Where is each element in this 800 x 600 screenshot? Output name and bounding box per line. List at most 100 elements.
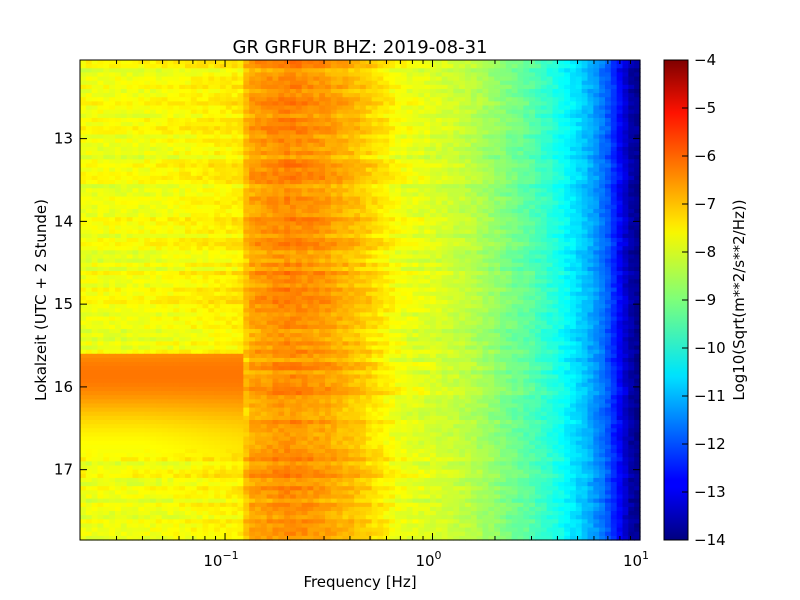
heatmap-cell [214, 266, 221, 272]
heatmap-cell [634, 134, 641, 140]
heatmap-cell [179, 188, 186, 194]
heatmap-cell [634, 88, 641, 94]
heatmap-cell [214, 246, 221, 251]
heatmap-cell [406, 60, 414, 65]
heatmap-cell [371, 113, 379, 119]
heatmap-cell [395, 80, 402, 86]
heatmap-cell [459, 233, 466, 239]
heatmap-cell [511, 254, 519, 260]
heatmap-cell [208, 155, 215, 160]
heatmap-cell [295, 221, 303, 227]
heatmap-cell [575, 151, 583, 156]
heatmap-cell [599, 175, 606, 181]
heatmap-cell [406, 163, 414, 169]
heatmap-cell [610, 151, 618, 156]
heatmap-cell [249, 200, 256, 206]
heatmap-cell [167, 237, 174, 243]
heatmap-cell [400, 250, 408, 256]
heatmap-cell [523, 72, 530, 78]
heatmap-cell [593, 233, 600, 239]
heatmap-cell [371, 237, 379, 243]
heatmap-cell [249, 101, 256, 107]
heatmap-cell [348, 175, 355, 181]
heatmap-cell [150, 60, 157, 65]
heatmap-cell [610, 126, 618, 131]
heatmap-cell [301, 171, 309, 177]
heatmap-cell [220, 246, 227, 251]
heatmap-cell [488, 175, 495, 181]
heatmap-cell [214, 254, 221, 260]
heatmap-cell [453, 117, 460, 123]
heatmap-cell [225, 229, 233, 235]
heatmap-cell [383, 213, 390, 218]
heatmap-cell [237, 246, 244, 251]
heatmap-cell [529, 208, 536, 214]
heatmap-cell [605, 213, 612, 218]
heatmap-cell [278, 233, 285, 239]
heatmap-cell [295, 192, 303, 198]
heatmap-cell [441, 175, 449, 181]
heatmap-cell [511, 130, 519, 136]
heatmap-cell [144, 126, 151, 131]
heatmap-cell [395, 217, 402, 222]
heatmap-cell [570, 192, 577, 198]
heatmap-cell [552, 159, 559, 165]
heatmap-cell [570, 175, 577, 181]
heatmap-cell [354, 117, 361, 123]
heatmap-cell [505, 64, 513, 69]
heatmap-cell [342, 271, 349, 276]
heatmap-cell [616, 167, 624, 173]
heatmap-cell [243, 159, 250, 165]
heatmap-cell [505, 72, 513, 78]
heatmap-cell [115, 254, 122, 260]
heatmap-cell [313, 213, 320, 218]
heatmap-cell [138, 229, 145, 235]
heatmap-cell [295, 117, 303, 123]
heatmap-cell [325, 192, 332, 198]
heatmap-cell [115, 229, 122, 235]
heatmap-cell [336, 208, 344, 214]
heatmap-cell [330, 60, 338, 65]
heatmap-cell [564, 151, 571, 156]
heatmap-cell [418, 237, 425, 243]
heatmap-cell [155, 117, 163, 123]
heatmap-cell [459, 180, 466, 185]
heatmap-cell [196, 175, 204, 181]
heatmap-cell [587, 254, 594, 260]
heatmap-cell [301, 246, 309, 251]
heatmap-cell [500, 64, 507, 69]
heatmap-cell [500, 72, 507, 78]
heatmap-cell [587, 171, 594, 177]
heatmap-cell [243, 134, 250, 140]
heatmap-cell [225, 130, 233, 136]
heatmap-cell [284, 68, 291, 74]
heatmap-cell [155, 64, 163, 69]
heatmap-cell [575, 242, 583, 247]
heatmap-cell [132, 126, 139, 131]
heatmap-cell [185, 200, 192, 206]
heatmap-cell [634, 142, 641, 148]
heatmap-cell [430, 184, 437, 189]
heatmap-cell [103, 126, 110, 131]
heatmap-cell [488, 101, 495, 107]
heatmap-cell [144, 130, 151, 136]
heatmap-cell [470, 64, 478, 69]
heatmap-cell [231, 142, 239, 148]
heatmap-cell [190, 142, 198, 148]
heatmap-cell [546, 163, 554, 169]
heatmap-cell [167, 101, 174, 107]
heatmap-cell [155, 126, 163, 131]
heatmap-cell [225, 72, 233, 78]
heatmap-cell [225, 151, 233, 156]
heatmap-cell [634, 200, 641, 206]
heatmap-cell [231, 208, 239, 214]
heatmap-cell [225, 184, 233, 189]
heatmap-cell [552, 217, 559, 222]
heatmap-cell [342, 76, 349, 82]
heatmap-cell [336, 229, 344, 235]
heatmap-cell [482, 213, 489, 218]
heatmap-cell [167, 60, 174, 65]
heatmap-cell [202, 64, 209, 69]
heatmap-cell [91, 64, 99, 69]
heatmap-cell [575, 97, 583, 102]
